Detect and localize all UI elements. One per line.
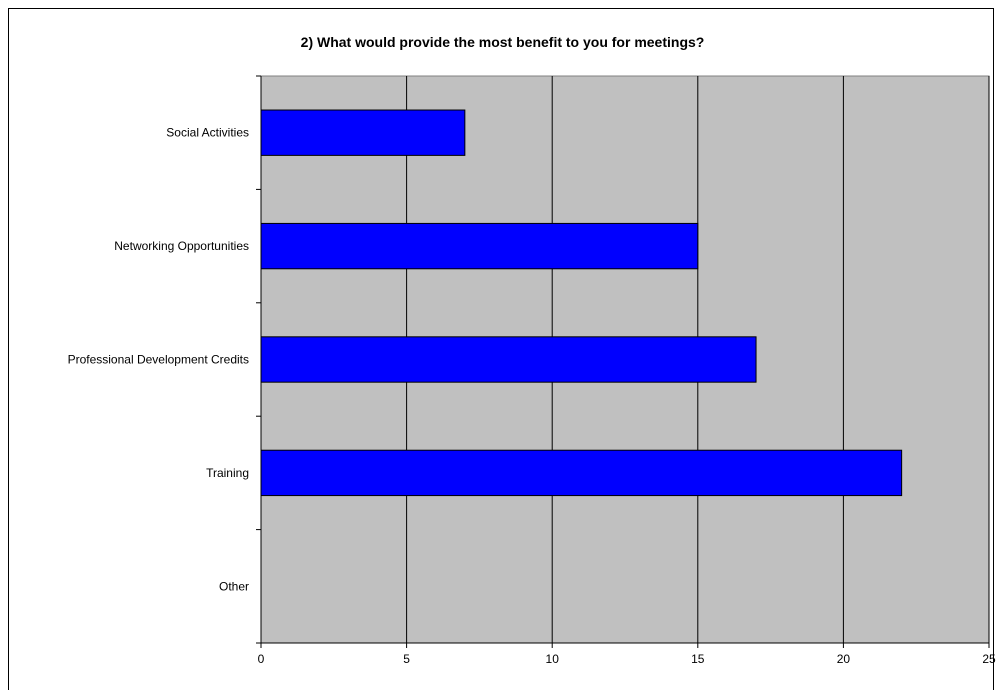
x-tick-label: 5 (403, 652, 410, 666)
y-category-label: Social Activities (166, 126, 249, 140)
x-tick-label: 25 (982, 652, 996, 666)
bar (261, 337, 756, 382)
y-category-label: Networking Opportunities (114, 239, 249, 253)
x-tick-label: 0 (258, 652, 265, 666)
bar (261, 223, 698, 268)
y-category-label: Other (219, 579, 249, 593)
x-tick-label: 20 (837, 652, 851, 666)
y-category-label: Training (206, 466, 249, 480)
bar (261, 110, 465, 155)
y-category-label: Professional Development Credits (68, 353, 249, 367)
bar (261, 450, 902, 495)
x-tick-label: 10 (546, 652, 560, 666)
x-tick-label: 15 (691, 652, 705, 666)
